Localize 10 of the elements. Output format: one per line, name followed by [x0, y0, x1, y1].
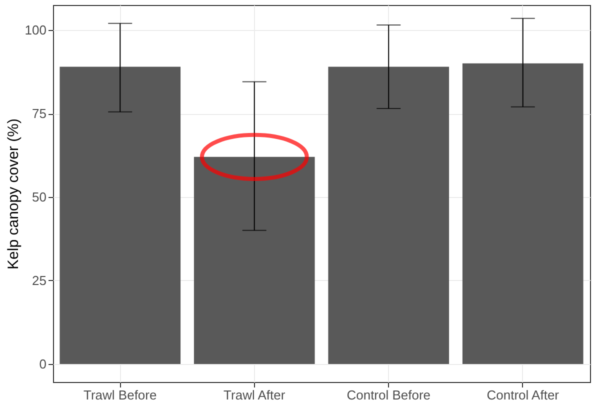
x-tick-label: Trawl Before — [84, 388, 157, 402]
y-tick-label: 100 — [24, 22, 46, 38]
x-tick-label: Trawl After — [224, 388, 286, 402]
y-tick-label: 75 — [32, 106, 46, 122]
x-tick-label: Control Before — [346, 388, 431, 402]
y-tick-label: 50 — [32, 190, 46, 205]
y-tick-label: 0 — [39, 356, 46, 372]
y-tick-label: 25 — [32, 272, 46, 288]
x-tick-label: Control After — [486, 388, 560, 402]
y-axis-title: Kelp canopy cover (%) — [4, 118, 22, 270]
